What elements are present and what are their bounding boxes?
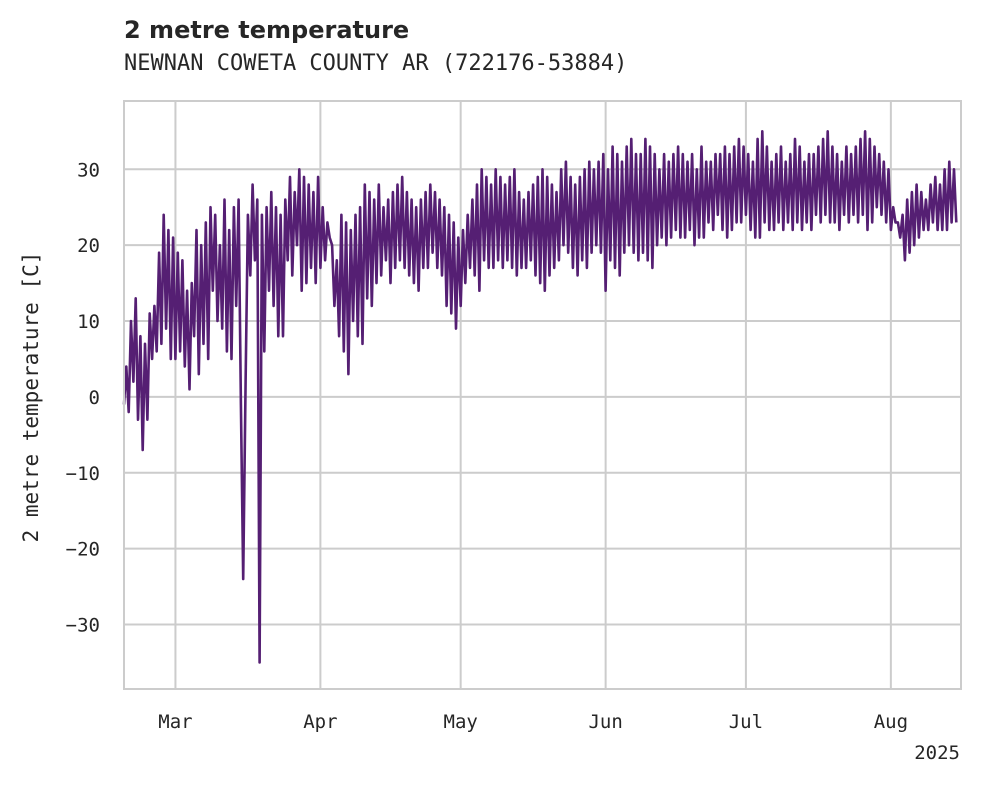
x-tick-label: Aug [874, 711, 908, 733]
x-tick-label: Jul [729, 711, 763, 733]
x-year-label: 2025 [914, 742, 960, 764]
x-tick-labels: Mar Apr May Jun Jul Aug [158, 711, 908, 733]
temperature-line [122, 130, 958, 664]
series-layer [122, 130, 958, 664]
y-tick-label: 20 [77, 235, 100, 257]
chart-subtitle: NEWNAN COWETA COUNTY AR (722176-53884) [124, 51, 628, 76]
plot-frame [123, 100, 962, 690]
y-tick-label: −10 [66, 463, 100, 485]
y-tick-label: 10 [77, 311, 100, 333]
x-tick-label: May [444, 711, 478, 733]
y-axis-label: 2 metre temperature [C] [19, 252, 43, 543]
y-tick-label: −20 [66, 539, 100, 561]
y-tick-label: 0 [89, 387, 100, 409]
y-tick-label: 30 [77, 159, 100, 181]
x-tick-label: Apr [303, 711, 337, 733]
x-tick-label: Mar [158, 711, 192, 733]
y-tick-label: −30 [66, 615, 100, 637]
chart-title: 2 metre temperature [124, 16, 410, 44]
x-tick-label: Jun [588, 711, 622, 733]
y-tick-labels: −30 −20 −10 0 10 20 30 [66, 159, 100, 636]
